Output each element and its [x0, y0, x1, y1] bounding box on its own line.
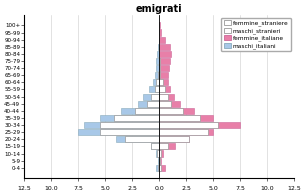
Bar	[156, 58, 159, 64]
Bar	[159, 108, 183, 114]
Bar	[135, 108, 159, 114]
Bar	[159, 72, 168, 78]
Bar	[159, 151, 161, 157]
Bar	[156, 165, 159, 171]
Bar	[159, 51, 171, 57]
Bar	[156, 79, 159, 85]
Bar	[84, 122, 159, 128]
Bar	[159, 58, 170, 64]
Bar	[159, 86, 164, 92]
Bar	[151, 94, 159, 100]
Bar	[159, 158, 160, 164]
Bar	[143, 94, 159, 100]
Bar	[147, 101, 159, 107]
Bar	[138, 101, 159, 107]
Bar	[159, 29, 161, 35]
Bar	[159, 79, 163, 85]
Bar	[151, 143, 159, 149]
Bar	[156, 151, 159, 157]
Bar	[116, 136, 159, 142]
Bar	[100, 122, 159, 128]
Title: emigrati: emigrati	[136, 4, 182, 14]
Bar	[153, 79, 159, 85]
Bar	[159, 143, 175, 149]
Bar	[157, 151, 159, 157]
Bar	[158, 165, 159, 171]
Bar	[155, 72, 159, 78]
Bar	[159, 158, 161, 164]
Bar	[159, 72, 160, 78]
Bar	[159, 115, 200, 121]
Bar	[159, 65, 160, 71]
Bar	[159, 136, 189, 142]
Bar	[159, 79, 168, 85]
Bar	[159, 44, 170, 50]
Bar	[114, 115, 159, 121]
Bar	[158, 158, 159, 164]
Bar	[159, 115, 213, 121]
Bar	[157, 51, 159, 57]
Bar	[159, 136, 189, 142]
Bar	[149, 86, 159, 92]
Bar	[159, 101, 180, 107]
Bar	[159, 151, 163, 157]
Bar	[100, 129, 159, 135]
Bar	[159, 143, 168, 149]
Bar	[158, 72, 159, 78]
Bar	[159, 129, 208, 135]
Bar	[159, 37, 164, 43]
Bar	[159, 58, 160, 64]
Bar	[159, 22, 160, 28]
Bar	[78, 129, 159, 135]
Bar	[159, 108, 194, 114]
Bar	[125, 136, 159, 142]
Bar	[121, 108, 159, 114]
Bar	[159, 65, 169, 71]
Bar	[159, 129, 213, 135]
Bar	[100, 115, 159, 121]
Bar	[158, 44, 159, 50]
Bar	[159, 94, 174, 100]
Bar	[155, 86, 159, 92]
Bar	[159, 165, 161, 171]
Bar	[159, 86, 170, 92]
Legend: femmine_straniere, maschi_stranieri, femmine_italiane, maschi_italiani: femmine_straniere, maschi_stranieri, fem…	[221, 18, 291, 51]
Bar	[159, 94, 168, 100]
Bar	[159, 101, 171, 107]
Bar	[156, 65, 159, 71]
Bar	[159, 122, 218, 128]
Bar	[159, 165, 164, 171]
Bar	[159, 122, 240, 128]
Bar	[151, 143, 159, 149]
